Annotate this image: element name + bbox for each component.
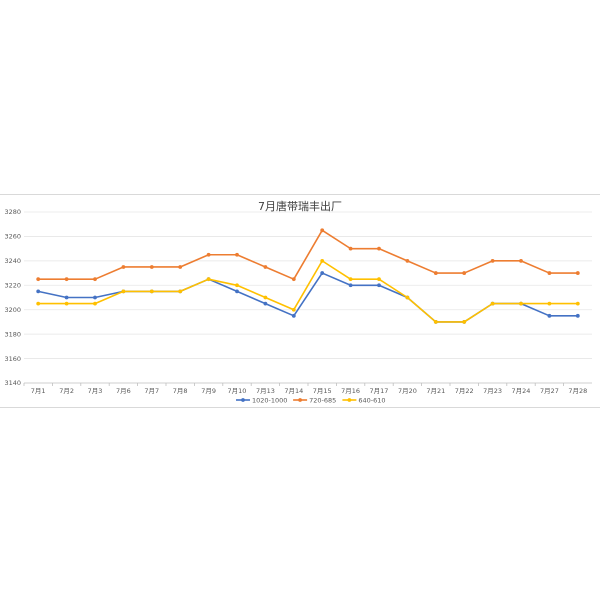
data-point bbox=[36, 277, 41, 282]
data-point bbox=[93, 295, 97, 300]
x-tick-label: 7月23 bbox=[483, 387, 502, 395]
data-point bbox=[93, 277, 97, 282]
data-point bbox=[547, 301, 552, 306]
data-point bbox=[405, 258, 410, 263]
x-tick-label: 7月9 bbox=[201, 387, 216, 395]
chart-title: 7月唐带瑞丰出厂 bbox=[258, 199, 342, 213]
legend-label: 720-685 bbox=[309, 396, 336, 404]
data-point bbox=[490, 258, 495, 263]
x-tick-label: 7月24 bbox=[512, 387, 531, 395]
y-tick-label: 3160 bbox=[4, 355, 21, 363]
y-tick-label: 3240 bbox=[4, 257, 21, 265]
data-point bbox=[291, 313, 296, 318]
chart-container: 7月唐带瑞丰出厂 3140 3160 3180 3200 3220 3240 3260 328… bbox=[0, 194, 600, 408]
x-tick-label: 7月6 bbox=[116, 387, 131, 395]
data-point bbox=[121, 289, 126, 294]
data-point bbox=[121, 265, 126, 269]
data-point bbox=[575, 313, 580, 318]
line-chart: 7月唐带瑞丰出厂 3140 3160 3180 3200 3220 3240 3260 328… bbox=[4, 199, 592, 404]
x-tick-label: 7月7 bbox=[144, 387, 159, 395]
data-point bbox=[263, 301, 268, 306]
y-axis-ticks: 3140 3160 3180 3200 3220 3240 3260 3280 bbox=[4, 208, 21, 387]
data-point bbox=[235, 252, 239, 257]
x-tick-label: 7月2 bbox=[59, 387, 74, 395]
data-point bbox=[149, 265, 154, 269]
x-tick-label: 7月16 bbox=[341, 387, 360, 395]
data-point bbox=[348, 283, 353, 288]
legend-marker bbox=[347, 398, 352, 402]
x-tick-label: 7月3 bbox=[88, 387, 103, 395]
data-point bbox=[519, 301, 523, 306]
data-point bbox=[575, 271, 580, 275]
data-point bbox=[519, 258, 523, 263]
x-tick-label: 7月17 bbox=[370, 387, 389, 395]
legend-marker bbox=[241, 398, 245, 402]
data-point bbox=[405, 295, 410, 300]
legend-label: 640-610 bbox=[358, 396, 385, 404]
legend-label: 1020-1000 bbox=[252, 396, 287, 404]
data-point bbox=[377, 283, 381, 288]
data-point bbox=[377, 246, 381, 251]
y-tick-label: 3260 bbox=[4, 233, 21, 241]
y-tick-label: 3220 bbox=[4, 281, 21, 289]
y-tick-label: 3200 bbox=[4, 306, 21, 314]
data-point bbox=[64, 277, 69, 282]
y-tick-label: 3180 bbox=[4, 330, 21, 338]
x-tick-label: 7月20 bbox=[398, 387, 417, 395]
series-line bbox=[38, 229, 578, 280]
y-tick-label: 3280 bbox=[4, 208, 21, 216]
data-point bbox=[93, 301, 97, 306]
data-point bbox=[575, 301, 580, 306]
x-tick-label: 7月14 bbox=[284, 387, 303, 395]
x-tick-label: 7月1 bbox=[31, 387, 46, 395]
data-point bbox=[235, 283, 239, 288]
x-axis-ticks: 7月1 7月2 7月3 7月6 7月7 7月8 7月9 7月10 7月13 7月14 7月15 7月1… bbox=[23, 383, 587, 395]
data-point bbox=[547, 313, 552, 318]
data-point bbox=[348, 246, 353, 251]
series-lines bbox=[36, 228, 580, 324]
data-point bbox=[462, 320, 467, 324]
x-tick-label: 7月15 bbox=[313, 387, 332, 395]
x-tick-label: 7月13 bbox=[256, 387, 275, 395]
data-point bbox=[547, 271, 552, 275]
data-point bbox=[178, 265, 183, 269]
data-point bbox=[64, 301, 69, 306]
data-point bbox=[433, 271, 438, 275]
data-point bbox=[149, 289, 154, 294]
x-tick-label: 7月21 bbox=[426, 387, 445, 395]
data-point bbox=[490, 301, 495, 306]
y-tick-label: 3140 bbox=[4, 379, 21, 387]
x-tick-label: 7月10 bbox=[228, 387, 247, 395]
series-line bbox=[38, 272, 578, 323]
data-point bbox=[206, 277, 211, 282]
data-point bbox=[263, 265, 268, 269]
data-point bbox=[291, 277, 296, 282]
data-point bbox=[320, 228, 325, 233]
x-tick-label: 7月22 bbox=[455, 387, 474, 395]
x-tick-label: 7月28 bbox=[568, 387, 587, 395]
series-line bbox=[38, 260, 578, 323]
data-point bbox=[320, 271, 325, 275]
legend-marker bbox=[298, 398, 302, 402]
data-point bbox=[36, 289, 41, 294]
data-point bbox=[320, 258, 325, 263]
x-tick-label: 7月8 bbox=[173, 387, 188, 395]
legend: 1020-1000 720-685 640-610 bbox=[236, 396, 386, 404]
x-tick-label: 7月27 bbox=[540, 387, 559, 395]
data-point bbox=[462, 271, 467, 275]
data-point bbox=[433, 320, 438, 324]
data-point bbox=[64, 295, 69, 300]
data-point bbox=[206, 252, 211, 257]
data-point bbox=[235, 289, 239, 294]
data-point bbox=[36, 301, 41, 306]
data-point bbox=[178, 289, 183, 294]
data-point bbox=[263, 295, 268, 300]
data-point bbox=[291, 307, 296, 312]
data-point bbox=[377, 277, 381, 282]
data-point bbox=[348, 277, 353, 282]
